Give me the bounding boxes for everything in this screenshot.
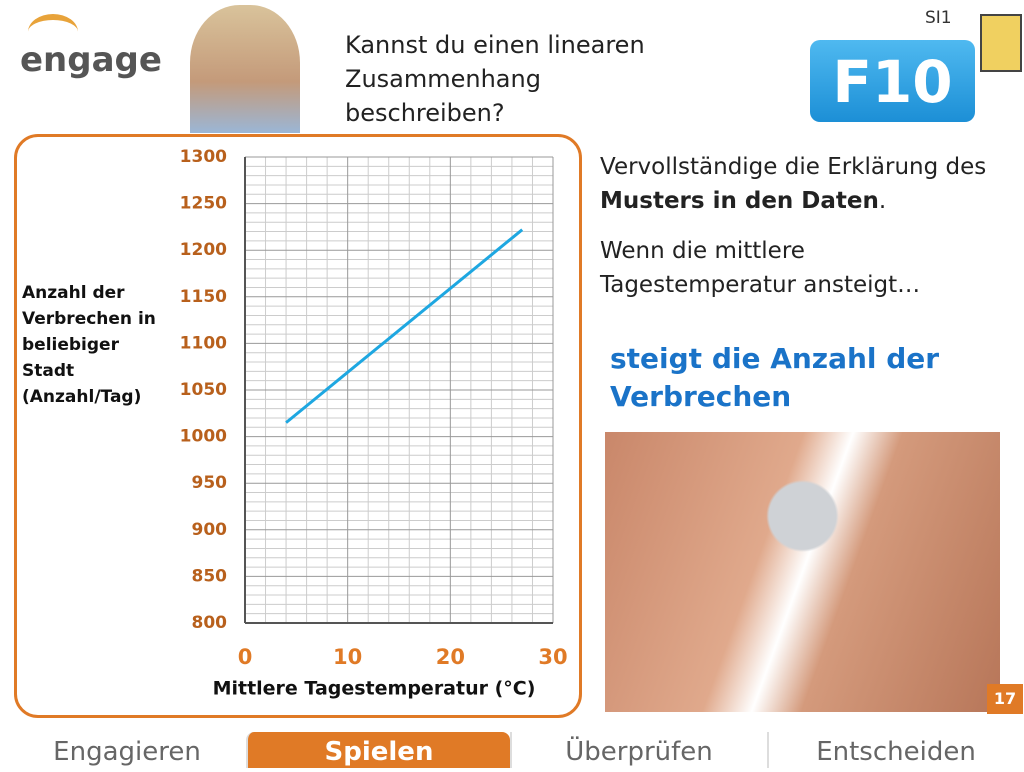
tab[interactable]: Überprüfen <box>510 732 766 768</box>
logo-swirl <box>28 14 78 50</box>
tab[interactable]: Engagieren <box>53 737 201 767</box>
x-tick-label: 30 <box>538 645 567 669</box>
badge: F10 <box>810 40 975 122</box>
answer: steigt die Anzahl der Verbrechen <box>610 342 940 413</box>
y-tick-label: 1000 <box>180 427 227 447</box>
presenter-photo <box>190 5 300 133</box>
y-tick-label: 950 <box>192 473 228 493</box>
x-tick-label: 20 <box>436 645 465 669</box>
y-tick-label: 1050 <box>180 380 227 400</box>
tab[interactable]: Entscheiden <box>767 732 1023 768</box>
code: SI1 <box>925 8 952 28</box>
question: Kannst du einen linearen Zusammenhang be… <box>345 31 645 127</box>
data-line <box>285 228 524 424</box>
document-icon <box>980 14 1022 72</box>
instruction: Vervollständige die Erklärung des Muster… <box>600 150 1000 218</box>
page-number: 17 <box>987 684 1023 714</box>
tab-active[interactable]: Spielen <box>246 732 510 768</box>
y-tick-label: 850 <box>192 566 228 586</box>
x-axis-label: Mittlere Tagestemperatur (°C) <box>213 678 536 700</box>
x-tick-label: 10 <box>333 645 362 669</box>
bold-text: Musters in den Daten <box>600 188 879 214</box>
y-tick-label: 1100 <box>180 333 227 353</box>
x-tick-label: 0 <box>238 645 253 669</box>
y-tick-label: 800 <box>192 613 228 633</box>
prompt: Wenn die mittlere Tagestemperatur anstei… <box>600 238 921 298</box>
y-tick-label: 1300 <box>180 147 227 167</box>
y-axis-label: Anzahl der Verbrechen in beliebiger Stad… <box>22 283 156 407</box>
chart-frame <box>14 134 582 718</box>
y-tick-label: 1150 <box>180 287 227 307</box>
y-tick-label: 1250 <box>180 194 227 214</box>
text: . <box>878 188 887 214</box>
text: Vervollständige die Erklärung des <box>600 154 994 180</box>
y-tick-label: 900 <box>192 520 228 540</box>
y-tick-label: 1200 <box>180 240 227 260</box>
handcuffs-photo <box>605 432 1000 712</box>
